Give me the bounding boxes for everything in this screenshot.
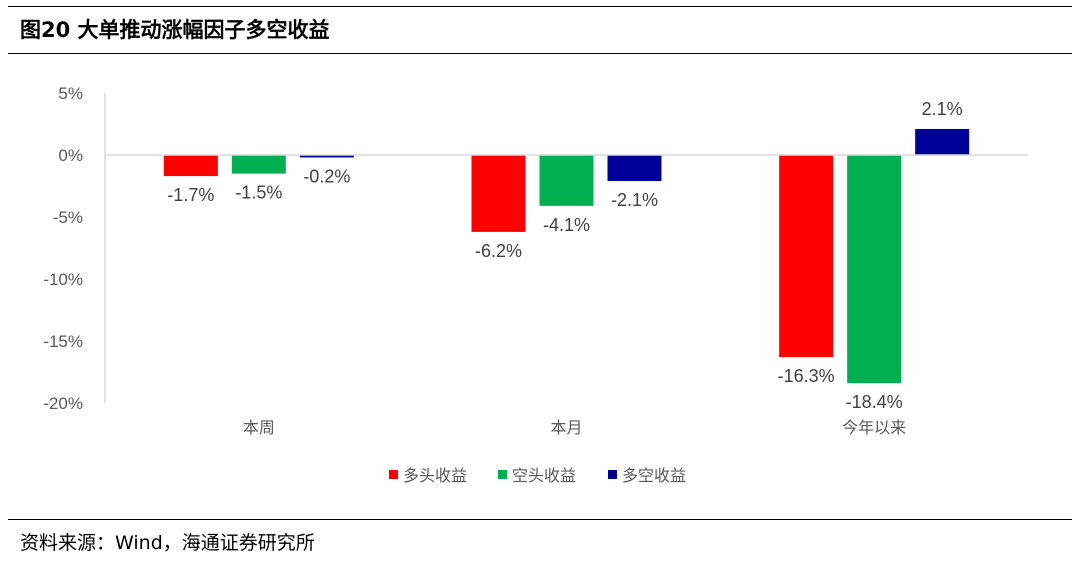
y-tick-label: -15% — [43, 332, 83, 351]
y-tick-label: -5% — [53, 208, 83, 227]
bar — [163, 155, 218, 177]
bar — [607, 155, 662, 182]
title-rule — [8, 53, 1072, 54]
bar — [539, 155, 594, 206]
x-axis: 本周 本月 今年以来 — [105, 154, 1028, 437]
bar — [299, 155, 354, 158]
bar-chart: 5% 0% -5% -10% -15% -20% -1.7% -1.5% -0.2% -6.2%… — [43, 84, 1028, 485]
bars — [163, 128, 970, 384]
bar — [779, 155, 834, 358]
data-label: -16.3% — [778, 366, 835, 386]
data-label: -1.5% — [235, 183, 282, 203]
x-category-label: 今年以来 — [842, 418, 906, 437]
legend-swatch — [389, 470, 398, 479]
y-tick-label: 0% — [58, 146, 83, 165]
x-category-label: 本周 — [243, 418, 275, 437]
data-label: -4.1% — [543, 215, 590, 235]
legend-label: 多空收益 — [622, 466, 686, 485]
data-label: -6.2% — [475, 241, 522, 261]
y-tick-label: -20% — [43, 394, 83, 413]
x-category-label: 本月 — [550, 418, 582, 437]
top-rule — [8, 6, 1072, 7]
legend: 多头收益 空头收益 多空收益 — [389, 466, 686, 485]
data-label: -2.1% — [611, 190, 658, 210]
y-axis: 5% 0% -5% -10% -15% -20% — [43, 84, 106, 413]
source-note: 资料来源：Wind，海通证券研究所 — [20, 532, 315, 554]
legend-swatch — [608, 470, 617, 479]
bar — [231, 155, 286, 174]
y-tick-label: -10% — [43, 270, 83, 289]
data-label: 2.1% — [922, 99, 963, 119]
legend-swatch — [498, 470, 507, 479]
legend-label: 多头收益 — [403, 466, 467, 485]
y-tick-label: 5% — [58, 84, 83, 103]
data-label: -18.4% — [846, 392, 903, 412]
bar — [847, 155, 902, 384]
legend-label: 空头收益 — [512, 466, 576, 485]
data-labels: -1.7% -1.5% -0.2% -6.2% -4.1% -2.1% -16.3% -18.… — [167, 99, 962, 412]
data-label: -0.2% — [303, 166, 350, 186]
bar — [471, 155, 526, 232]
bar — [915, 128, 970, 155]
figure-title: 图20 大单推动涨幅因子多空收益 — [20, 18, 330, 42]
data-label: -1.7% — [167, 185, 214, 205]
bottom-rule — [8, 519, 1072, 520]
